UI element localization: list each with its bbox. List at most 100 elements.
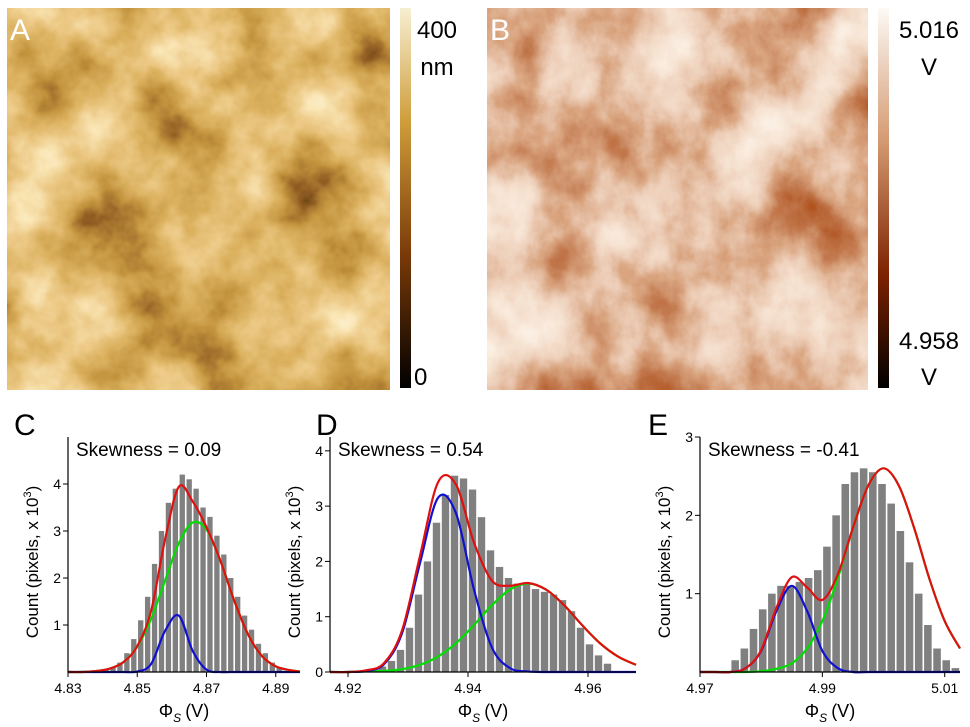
histogram-bar [740,648,749,672]
histogram-bar [585,644,594,672]
histogram-bar [887,503,895,672]
histogram-bar [594,655,603,672]
histogram-bar [378,666,387,672]
histogram-bar [942,660,951,672]
histogram-bar [896,531,905,672]
x-tick-label: 4.92 [334,680,361,696]
histogram-bar [248,629,255,672]
y-tick-label: 4 [315,443,323,459]
histogram-bar [878,484,886,672]
histogram-bar [749,628,758,672]
y-tick-label: 0 [315,664,323,680]
y-axis-superscript: 3 [654,491,666,497]
histogram-bar [441,495,450,672]
fit-curve [329,474,637,674]
histogram-bar [255,643,262,672]
x-tick-label: 5.01 [931,680,958,696]
x-axis-symbol: Φ [159,701,173,721]
x-axis-label: ΦS (V) [159,701,209,725]
histogram-bar [276,667,282,672]
histogram-bar [179,474,185,672]
histogram-bar [603,663,612,672]
histogram-bar [549,594,558,672]
x-axis-subscript: S [173,711,181,725]
histogram-bar [804,578,813,672]
histogram-bar [432,522,441,672]
histogram-bar [558,600,567,672]
colorbar-label: 4.958 [899,328,959,355]
colorbar-label: nm [420,54,453,81]
x-tick-label: 4.85 [124,680,151,696]
colorbar-label: 0 [414,364,427,391]
histogram-bar [262,653,269,672]
histogram-bar [117,662,123,672]
colorbar-label: 5.016 [899,17,959,44]
histogram-bar [269,662,275,672]
y-tick-label: 4 [53,476,61,492]
histogram-bar [165,502,172,672]
x-axis-unit: (V) [831,701,855,721]
x-axis-subscript: S [819,711,827,725]
x-tick-label: 4.89 [262,680,289,696]
panel-label: E [648,409,668,442]
histogram-bar [131,639,137,672]
histogram-bar [905,562,914,672]
histogram-bar [103,669,109,672]
y-tick-label: 3 [53,523,61,539]
fit-curve [67,484,301,674]
x-tick-label: 4.97 [686,680,713,696]
histogram-bar [504,578,513,672]
panel-label: D [316,409,338,442]
y-tick-label: 1 [685,586,693,602]
histogram-bar [172,488,179,672]
histogram-bar [193,488,199,672]
y-axis-text: Count (pixels, x 10 [285,498,304,639]
histogram-bar [207,516,213,672]
histogram-bar [144,596,151,672]
histogram-bar [459,478,468,672]
histogram-bar [850,472,859,672]
histogram-bar [795,581,804,672]
y-tick-label: 2 [685,507,693,523]
y-axis-label: Count (pixels, x 103) [654,486,674,639]
histogram-bar [495,566,504,672]
y-axis-end: ) [285,486,304,492]
y-axis-end: ) [655,486,674,492]
histogram-bar [567,611,576,672]
histogram-bar [841,484,850,672]
histogram-bar [813,570,822,672]
x-tick-label: 4.96 [574,680,601,696]
x-tick-label: 4.87 [193,680,220,696]
histogram-bar [477,517,486,672]
histogram-bar [405,627,414,672]
y-axis-label: Count (pixels, x 103) [22,486,42,639]
histogram-bar [158,531,165,672]
histogram-bar [110,667,116,672]
histogram-bar [214,535,220,672]
y-tick-label: 2 [315,553,323,569]
histogram-bar [396,649,405,672]
x-axis-unit: (V) [185,701,209,721]
histogram-bar [933,648,941,672]
colorbar-label: V [921,364,937,391]
panel-label: A [10,14,30,47]
x-axis-label: ΦS (V) [805,701,855,725]
histogram-bar [387,660,396,672]
histogram-bar [869,472,877,672]
chart-title: Skewness = -0.41 [708,440,860,461]
x-axis-symbol: Φ [458,701,472,721]
histogram-bar [768,593,776,672]
histogram-bar [228,578,234,672]
histogram-bar [186,479,192,672]
histogram-bar [731,660,739,672]
colorbar-label: V [921,54,937,81]
chart-title: Skewness = 0.09 [76,440,221,461]
histogram-bar [235,596,241,672]
y-tick-label: 3 [315,498,323,514]
histogram-bar [138,620,144,672]
histogram-bar [151,563,158,672]
histogram-bar [486,550,495,672]
x-axis-subscript: S [472,711,480,725]
x-axis-symbol: Φ [805,701,819,721]
